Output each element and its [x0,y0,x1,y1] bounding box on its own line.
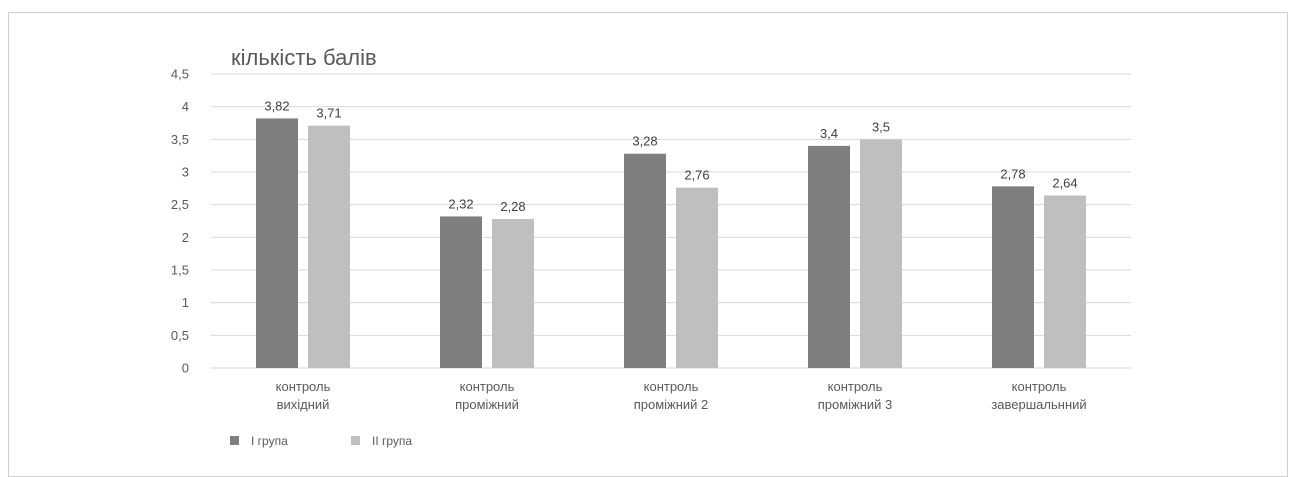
y-tick-label: 2,5 [171,197,189,212]
data-label: 3,28 [632,134,657,149]
bar-group-2 [676,187,718,368]
y-axis-ticks: 0 0,5 1 1,5 2 2,5 3 3,5 4 4,5 [171,67,189,376]
y-tick-label: 2 [182,230,189,245]
y-tick-label: 4,5 [171,67,189,82]
data-label: 2,76 [684,168,709,183]
y-tick-label: 1 [182,295,189,310]
y-tick-label: 4 [182,99,189,114]
y-tick-label: 0,5 [171,328,189,343]
y-axis-title: кількість балів [231,45,377,70]
bar-group-1 [256,118,298,368]
data-label: 3,82 [264,98,289,113]
x-category-label: контроль [1012,379,1067,394]
bar-group-2 [308,125,350,368]
data-label: 2,32 [448,196,473,211]
bar-group-2 [1044,195,1086,368]
legend: I група II група [230,434,412,448]
legend-swatch [230,436,239,445]
bar-group-2 [860,139,902,368]
bars [256,118,1086,368]
chart-frame: кількість балів 0 0,5 1 1,5 2 2,5 3 3,5 4 4,5 3,8… [8,12,1288,477]
legend-label: II група [372,434,412,448]
data-labels: 3,82 3,71 2,32 2,28 3,28 2,76 3,4 3,5 2,78 2,64 [264,98,1077,214]
legend-swatch [351,436,360,445]
x-category-label: контроль [644,379,699,394]
data-label: 2,64 [1052,176,1077,191]
x-category-label: вихідний [277,397,330,412]
y-tick-label: 3 [182,165,189,180]
bar-group-1 [440,216,482,368]
bar-group-1 [624,153,666,368]
x-category-label: проміжний 2 [634,397,709,412]
x-axis-categories: контроль вихідний контроль проміжний контрол… [276,379,1087,412]
bar-group-1 [808,145,850,368]
data-label: 3,4 [820,126,838,141]
data-label: 2,78 [1000,166,1025,181]
data-label: 3,71 [316,106,341,121]
y-tick-label: 0 [182,361,189,376]
legend-label: I група [251,434,288,448]
bar-chart: кількість балів 0 0,5 1 1,5 2 2,5 3 3,5 4 4,5 3,8… [171,45,1131,448]
data-label: 3,5 [872,119,890,134]
x-category-label: проміжний [455,397,519,412]
bar-group-1 [992,186,1034,368]
x-category-label: проміжний 3 [818,397,893,412]
x-category-label: контроль [828,379,883,394]
x-category-label: контроль [460,379,515,394]
x-category-label: контроль [276,379,331,394]
y-tick-label: 3,5 [171,132,189,147]
gridlines [211,73,1131,369]
bar-group-2 [492,219,534,368]
y-tick-label: 1,5 [171,263,189,278]
x-category-label: завершальнний [991,397,1086,412]
data-label: 2,28 [500,199,525,214]
